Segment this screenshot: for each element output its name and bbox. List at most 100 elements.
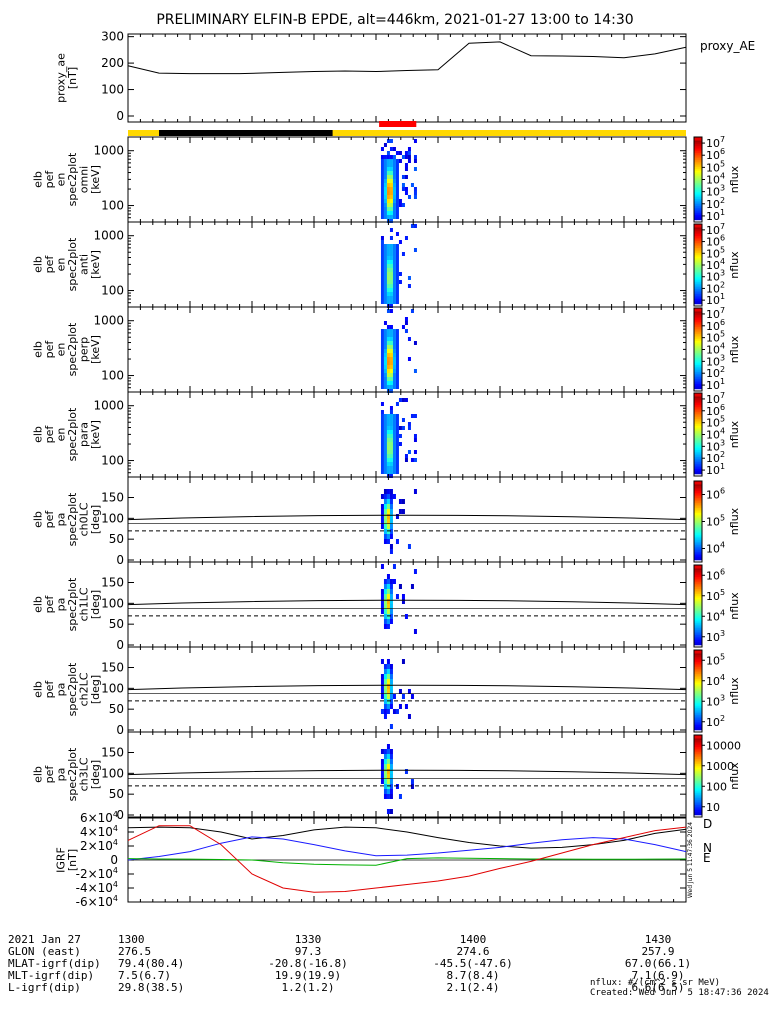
spectrogram-cell bbox=[389, 385, 393, 389]
spectrogram-cell bbox=[392, 373, 396, 377]
spectrogram-cell bbox=[386, 300, 390, 304]
spectrogram-cell bbox=[386, 704, 390, 709]
colorbar-cell bbox=[694, 535, 702, 538]
colorbar-cell bbox=[694, 699, 702, 702]
spectrogram-cell bbox=[407, 714, 411, 719]
colorbar-cell bbox=[694, 606, 702, 609]
spectrogram-cell bbox=[395, 514, 399, 519]
spectrogram-cell bbox=[395, 183, 399, 187]
spectrogram-cell bbox=[413, 167, 417, 171]
spectrogram-cell bbox=[395, 434, 399, 438]
colorbar-cell bbox=[694, 787, 702, 791]
spectrogram-cell bbox=[383, 179, 387, 183]
spectrogram-cell bbox=[389, 292, 393, 296]
colorbar-cell bbox=[694, 377, 702, 380]
spectrogram-cell bbox=[401, 398, 405, 402]
colorbar-cell bbox=[694, 619, 702, 622]
spectrogram-cell bbox=[389, 794, 393, 799]
spectrogram-cell bbox=[404, 769, 408, 774]
spectrogram-cell bbox=[386, 514, 390, 519]
spectrogram-cell bbox=[389, 534, 393, 539]
panel-5-axis-label: pa bbox=[54, 513, 67, 527]
spectrogram-cell bbox=[395, 458, 399, 462]
spectrogram-frame-7 bbox=[127, 646, 687, 733]
panel-7-axis-label: [deg] bbox=[89, 675, 102, 704]
spectrogram-cell bbox=[386, 659, 390, 664]
colorbar-cell bbox=[694, 320, 702, 323]
colorbar-cell bbox=[694, 689, 702, 692]
colorbar-cell bbox=[694, 521, 702, 524]
spectrogram-cell bbox=[389, 260, 393, 264]
colorbar-cell bbox=[694, 523, 702, 526]
igrf-y-tick-label: -6×104 bbox=[76, 894, 118, 909]
spectrogram-cell bbox=[389, 244, 393, 248]
pitch-angle-90-line bbox=[127, 514, 687, 521]
colorbar-cell bbox=[694, 456, 702, 460]
spectrogram-cell bbox=[386, 784, 390, 789]
spectrogram-cell bbox=[386, 539, 390, 544]
spectrogram-cell bbox=[395, 430, 399, 434]
colorbar-cell bbox=[694, 137, 702, 140]
colorbar-cell bbox=[694, 232, 702, 235]
spectrogram-cell bbox=[401, 183, 405, 187]
spectrogram-cell bbox=[386, 159, 390, 163]
colorbar-cell bbox=[694, 154, 702, 158]
spectrogram-cell bbox=[383, 769, 387, 774]
spectrogram-cell bbox=[389, 341, 393, 345]
spectrogram-cell bbox=[380, 211, 384, 215]
colorbar-cell bbox=[694, 230, 702, 234]
spectrogram-cell bbox=[386, 199, 390, 203]
spectrogram-cell bbox=[398, 426, 402, 430]
colorbar-cell bbox=[694, 151, 702, 154]
spectrogram-cell bbox=[383, 280, 387, 284]
colorbar-cell bbox=[694, 529, 702, 533]
colorbar-cell bbox=[694, 709, 702, 713]
spectrogram-cell bbox=[380, 494, 384, 499]
colorbar-label: nflux bbox=[728, 251, 741, 279]
colorbar-cell bbox=[694, 244, 702, 247]
colorbar-tick-label: 102 bbox=[706, 714, 725, 729]
spectrogram-cell bbox=[380, 749, 384, 754]
colorbar-cell bbox=[694, 239, 702, 242]
spectrogram-cell bbox=[380, 381, 384, 385]
spectrogram-cell bbox=[395, 252, 399, 256]
colorbar-cell bbox=[694, 254, 702, 258]
spectrogram-cell bbox=[395, 365, 399, 369]
colorbar-cell bbox=[694, 696, 702, 699]
spectrogram-cell bbox=[404, 398, 408, 402]
spectrogram-cell bbox=[395, 784, 399, 789]
colorbar-cell bbox=[694, 365, 702, 368]
colorbar-cell bbox=[694, 229, 702, 232]
colorbar-label: nflux bbox=[728, 762, 741, 790]
colorbar-cell bbox=[694, 533, 702, 536]
colorbar-cell bbox=[694, 285, 702, 288]
pitch-angle-y-tick-label: 50 bbox=[109, 532, 124, 546]
colorbar-cell bbox=[694, 805, 702, 808]
spectrogram-cell bbox=[392, 215, 396, 219]
colorbar-cell bbox=[694, 474, 702, 477]
spectrogram-cell bbox=[389, 674, 393, 679]
colorbar-cell bbox=[694, 160, 702, 163]
spectrogram-cell bbox=[407, 426, 411, 430]
spectrogram-cell bbox=[392, 147, 396, 151]
spectrogram-cell bbox=[404, 167, 408, 171]
spectrogram-cell bbox=[395, 426, 399, 430]
colorbar-tick-label: 104 bbox=[706, 673, 725, 688]
colorbar-cell bbox=[694, 516, 702, 519]
spectrogram-cell bbox=[389, 609, 393, 614]
spectrogram-cell bbox=[392, 462, 396, 466]
spectrogram-cell bbox=[380, 519, 384, 524]
colorbar-cell bbox=[694, 746, 702, 750]
spectrogram-cell bbox=[383, 514, 387, 519]
spectrogram-cell bbox=[392, 446, 396, 450]
colorbar-cell bbox=[694, 410, 702, 413]
colorbar-cell bbox=[694, 575, 702, 578]
spectrogram-cell bbox=[413, 434, 417, 438]
colorbar-cell bbox=[694, 384, 702, 387]
colorbar-cell bbox=[694, 752, 702, 755]
spectrogram-cell bbox=[380, 385, 384, 389]
colorbar-cell bbox=[694, 249, 702, 252]
spectrogram-cell bbox=[383, 256, 387, 260]
colorbar-cell bbox=[694, 491, 702, 494]
